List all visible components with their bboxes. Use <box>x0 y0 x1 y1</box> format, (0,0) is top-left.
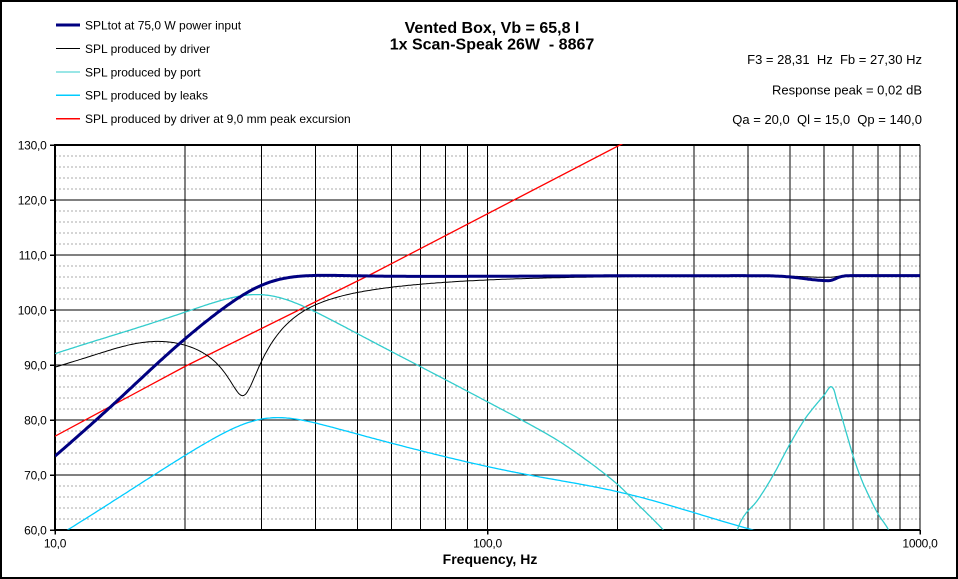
svg-text:100,0: 100,0 <box>18 303 47 317</box>
svg-text:SPL produced by driver at 9,0: SPL produced by driver at 9,0 mm peak ex… <box>85 112 351 126</box>
svg-text:70,0: 70,0 <box>24 468 47 482</box>
svg-text:SPL produced by driver: SPL produced by driver <box>85 42 210 56</box>
svg-text:110,0: 110,0 <box>19 248 47 262</box>
svg-text:Qa = 20,0 Ql = 15,0 Qp = 140: Qa = 20,0 Ql = 15,0 Qp = 140,0 <box>732 112 922 127</box>
svg-text:60,0: 60,0 <box>24 523 47 537</box>
svg-text:90,0: 90,0 <box>24 358 47 372</box>
svg-text:1x Scan-Speak 26W - 8867: 1x Scan-Speak 26W - 8867 <box>390 37 595 54</box>
svg-text:120,0: 120,0 <box>18 193 47 207</box>
svg-text:Frequency, Hz: Frequency, Hz <box>443 551 538 567</box>
svg-text:SPLtot at 75,0 W power input: SPLtot at 75,0 W power input <box>85 18 242 32</box>
svg-text:1000,0: 1000,0 <box>902 537 938 551</box>
svg-text:80,0: 80,0 <box>24 413 47 427</box>
svg-text:SPL produced by leaks: SPL produced by leaks <box>85 89 208 103</box>
svg-text:100,0: 100,0 <box>473 537 502 551</box>
svg-text:F3 = 28,31 Hz Fb = 27,30 Hz: F3 = 28,31 Hz Fb = 27,30 Hz <box>747 52 922 67</box>
svg-text:130,0: 130,0 <box>18 138 47 152</box>
svg-text:Response peak = 0,02 dB: Response peak = 0,02 dB <box>772 83 922 98</box>
svg-text:Vented Box, Vb = 65,8 l: Vented Box, Vb = 65,8 l <box>405 20 580 37</box>
svg-text:10,0: 10,0 <box>44 537 67 551</box>
svg-text:SPL produced by port: SPL produced by port <box>85 65 201 79</box>
